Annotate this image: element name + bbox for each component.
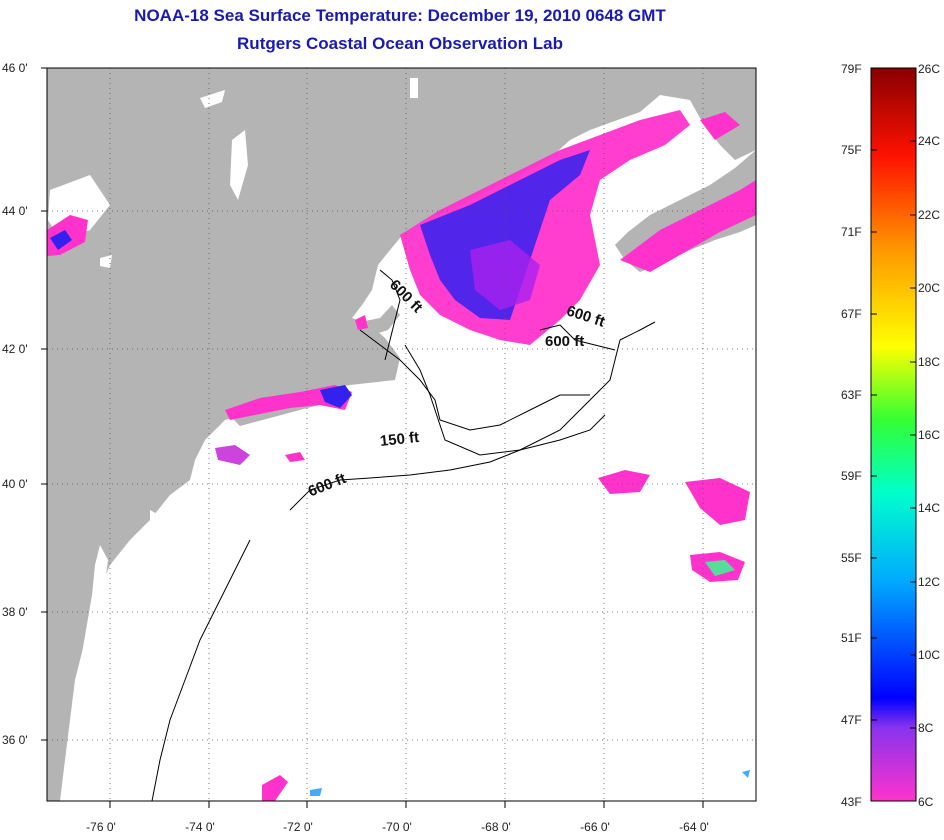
colorbar-f-label: 59F [841, 469, 862, 483]
lat-label: 44 0' [2, 204, 28, 218]
lake [410, 78, 418, 98]
colorbar-c-label: 22C [918, 208, 941, 222]
map-subtitle: Rutgers Coastal Ocean Observation Lab [237, 34, 563, 53]
colorbar-c-label: 10C [918, 648, 941, 662]
colorbar-c-label: 6C [918, 795, 934, 809]
bathymetry-contours [151, 269, 656, 801]
lon-label: -68 0' [481, 820, 511, 834]
colorbar-f-label: 75F [841, 143, 862, 157]
colorbar-c-label: 20C [918, 281, 941, 295]
colorbar-c-label: 18C [918, 355, 941, 369]
colorbar-f-label: 55F [841, 551, 862, 565]
colorbar-f-label: 79F [841, 62, 862, 76]
map-frame [41, 67, 757, 808]
chesapeake-bay [80, 545, 108, 680]
lon-label: -64 0' [679, 820, 709, 834]
lat-label: 38 0' [2, 605, 28, 619]
colorbar-c-label: 16C [918, 428, 941, 442]
lat-label: 42 0' [2, 342, 28, 356]
colorbar-f-label: 63F [841, 388, 862, 402]
lon-label: -74 0' [185, 820, 215, 834]
colorbar-f-label: 47F [841, 713, 862, 727]
map-title: NOAA-18 Sea Surface Temperature: Decembe… [134, 6, 666, 25]
lon-label: -72 0' [283, 820, 313, 834]
graticule [47, 68, 756, 801]
lon-label: -76 0' [86, 820, 116, 834]
lat-label: 40 0' [2, 477, 28, 491]
delaware-bay [150, 510, 168, 545]
lat-label: 36 0' [2, 733, 28, 747]
lon-label: -70 0' [382, 820, 412, 834]
colorbar-ticks [871, 140, 916, 729]
colorbar [870, 67, 917, 802]
colorbar-f-label: 51F [841, 631, 862, 645]
colorbar-c-label: 24C [918, 134, 941, 148]
land-mainland [47, 68, 756, 801]
colorbar-c-label: 26C [918, 62, 941, 76]
colorbar-f-label: 43F [841, 795, 862, 809]
colorbar-f-label: 67F [841, 307, 862, 321]
lake [200, 90, 225, 108]
lon-label: -66 0' [580, 820, 610, 834]
colorbar-c-label: 14C [918, 501, 941, 515]
lat-label: 46 0' [2, 61, 28, 75]
lake [230, 130, 248, 200]
land-cape-cod [360, 305, 400, 335]
colorbar-f-label: 71F [841, 225, 862, 239]
depth-label: 600 ft [545, 333, 585, 350]
colorbar-c-label: 8C [918, 721, 934, 735]
colorbar-c-label: 12C [918, 575, 941, 589]
lake [100, 255, 112, 268]
sst-data [47, 110, 756, 801]
